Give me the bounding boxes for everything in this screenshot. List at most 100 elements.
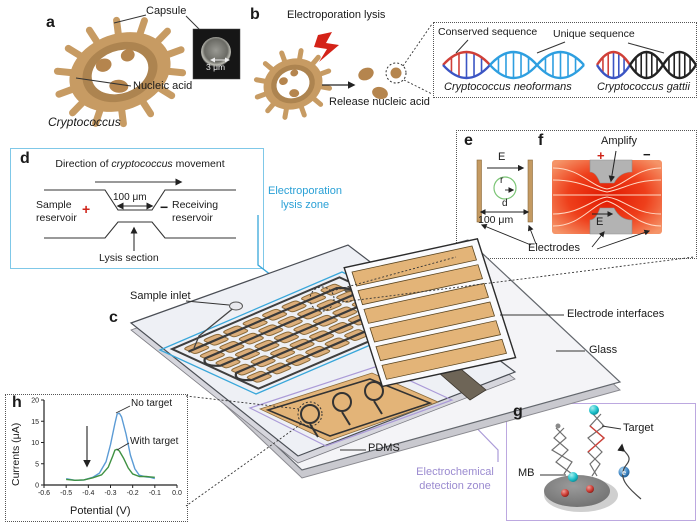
panel-h-box [5,394,188,522]
electron-ball [618,466,630,478]
gap-width-label: 100 μm [478,214,514,226]
f-minus: − [643,147,651,162]
hairpin-tip-dot [555,423,561,429]
capsule-inset-line [185,15,201,31]
scale-bar-label: 3 μm [206,62,226,72]
lysis-section-label: Lysis section [99,252,159,264]
cryptococcus-cell-small [253,48,333,120]
channel-schematic [44,178,236,251]
probe-anchor-dot1 [561,489,569,497]
electrodes-arrow-e2 [527,224,537,245]
electron-label: e [622,468,627,477]
svg-text:0.0: 0.0 [172,490,182,497]
detection-zone-outline [248,365,454,447]
right-electrode-bar [527,159,533,223]
zoom-cone-h2 [185,423,302,507]
with-target-legend: With target [130,436,179,447]
target-strand [587,425,606,453]
svg-text:-0.3: -0.3 [104,490,116,497]
panel-letter-b: b [250,6,260,23]
mb-ball [568,472,578,482]
electrodes-arrow-f2 [596,229,651,250]
voltammogram-chart: -0.6 -0.5 -0.4 -0.3 -0.2 -0.1 0.0 0 5 10 15 20 [31,398,182,498]
electrode-interfaces-label: Electrode interfaces [567,308,665,320]
panel-letter-f: f [538,132,544,149]
lysis-zone-line1: Electroporation [268,185,342,197]
svg-text:-0.4: -0.4 [82,490,94,497]
panel-letter-g: g [513,403,523,420]
lysis-zone-label: Electroporation lysis zone [256,184,354,212]
electrode-interface-pads [343,238,517,388]
hairpin-probe [550,427,573,475]
cathode-minus: − [160,199,169,215]
panel-ef-box [456,130,697,259]
bottom-electrode-block [589,207,633,235]
svg-text:10: 10 [31,440,39,447]
sample-inlet-label: Sample inlet [130,290,191,302]
unique-pointer-line1 [536,41,566,54]
amplify-label: Amplify [601,135,638,147]
pdms-label: PDMS [368,442,400,454]
constriction-width-label: 100 μm [113,192,147,203]
cell-radius-circle [493,176,517,200]
detection-zone-label: Electrochemical detection zone [405,465,505,493]
y-axis-label: Currents (μA) [10,422,22,486]
electrodes-arrow-e1 [480,224,532,246]
electron-transfer-arrow [617,443,642,500]
anode-plus: + [82,201,91,217]
release-nucleic-acid-label: Release nucleic acid [329,96,430,108]
receiving-line2: reservoir [172,212,213,224]
electrodes-arrow-f1 [591,231,605,248]
amplify-arrow [608,150,617,183]
direction-label: Direction of cryptococcus movement [38,158,242,170]
svg-text:0: 0 [35,483,39,490]
zoom-cone-line-b1 [402,23,433,67]
zoom-circle-lysis [309,286,335,312]
working-electrode-disk [544,475,610,507]
detection-zone-line1: Electrochemical [416,466,494,478]
zoom-cone-line-b2 [403,79,433,95]
detection-frame [265,378,433,437]
target-pointer [601,425,622,430]
sample-inlet-pointer [185,300,230,306]
capsule-label: Capsule [146,5,187,17]
svg-text:-0.5: -0.5 [60,490,72,497]
panel-letter-h: h [12,394,22,411]
direction-italic: cryptococcus [111,158,173,170]
nucleic-acid-label: Nucleic acid [133,80,193,92]
dna-helix-neoformans [442,50,585,80]
zoom-circle-detection [297,401,323,427]
sample-reservoir-label: Sample reservoir [36,199,77,225]
no-target-legend: No target [131,398,173,409]
sample-line1: Sample [36,199,72,211]
released-nucleic-acids [358,62,407,100]
inlet-channel [193,305,237,349]
x-axis-label: Potential (V) [70,505,131,517]
channel-lower-wall [44,221,236,239]
detection-zone-line2: detection zone [419,480,491,492]
field-amplification-schematic [552,150,662,250]
svg-text:20: 20 [31,398,39,405]
target-label: Target [623,422,654,434]
probe-anchor-dot2 [586,485,594,493]
axis-ticks: -0.6 -0.5 -0.4 -0.3 -0.2 -0.1 0.0 0 5 10 15 20 [31,398,182,498]
detection-zone [248,365,454,447]
svg-text:15: 15 [31,419,39,426]
receiving-reservoir-label: Receiving reservoir [172,199,218,225]
mb-ball-2 [589,405,599,415]
direction-prefix: Direction of [55,158,112,170]
panel-d-box [10,148,264,269]
capsule-pointer-line [113,14,147,24]
zoom-cone-ef1 [331,256,457,292]
panel-letter-a: a [46,14,55,31]
receiving-line1: Receiving [172,199,219,211]
panel-g-box [506,403,696,521]
electrodes-label: Electrodes [528,242,580,254]
electroporation-lysis-label: Electroporation lysis [287,9,386,21]
microfluidic-chip [131,239,694,506]
field-lines [552,167,662,227]
lysis-zone-line2: lysis zone [280,199,330,211]
micrograph-inset [192,28,241,80]
